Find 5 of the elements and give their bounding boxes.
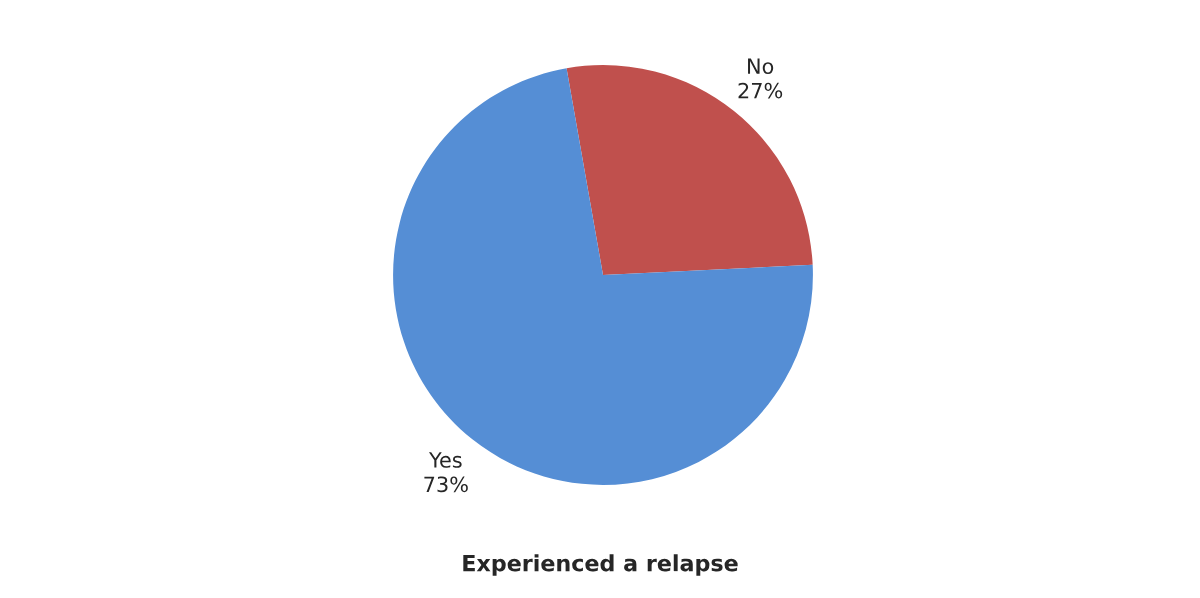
- text: Experienced a relapse: [463, 554, 738, 576]
- data-label: 73%: [424, 476, 468, 493]
- data-label: 27%: [738, 82, 783, 99]
- slice-label: No: [748, 58, 774, 75]
- slice-label: Yes: [428, 452, 462, 468]
